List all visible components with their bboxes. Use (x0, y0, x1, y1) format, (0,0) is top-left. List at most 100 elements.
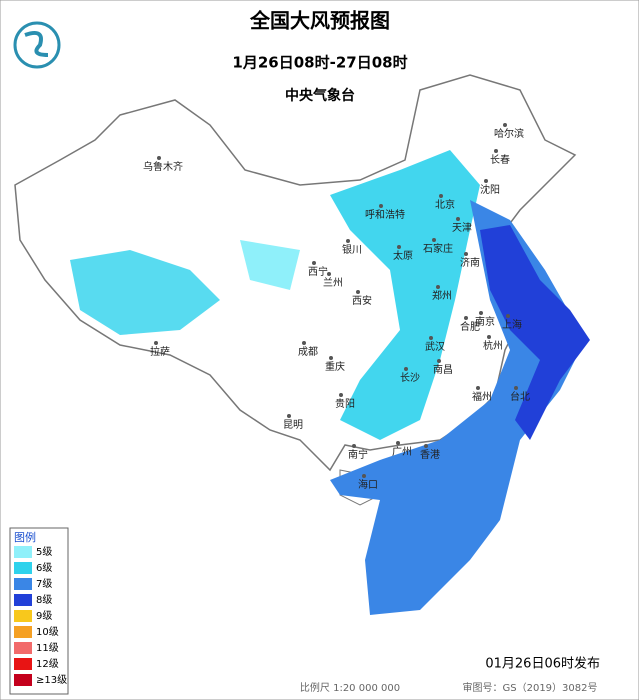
city-label: 台北 (510, 390, 530, 403)
city-dot (379, 204, 383, 208)
city-dot (287, 414, 291, 418)
city-label: 济南 (460, 256, 480, 269)
city-label: 海口 (358, 478, 378, 491)
city-label: 兰州 (323, 276, 343, 289)
legend-swatch (14, 546, 32, 558)
logo-mark (24, 31, 49, 57)
city-dot (327, 272, 331, 276)
city-label: 贵阳 (335, 397, 355, 410)
city-dot (312, 261, 316, 265)
city-dot (397, 245, 401, 249)
city-dot (464, 252, 468, 256)
legend-label: 8级 (36, 594, 52, 606)
city-label: 广州 (392, 446, 412, 458)
city-dot (487, 335, 491, 339)
city-label: 南京 (475, 315, 495, 328)
city-label: 北京 (435, 198, 455, 211)
city-label: 拉萨 (150, 345, 170, 358)
city-dot (456, 217, 460, 221)
city-dot (154, 341, 158, 345)
city-dot (437, 359, 441, 363)
city-label: 上海 (502, 318, 522, 331)
legend-swatch (14, 594, 32, 606)
city-label: 银川 (342, 243, 362, 256)
city-dot (429, 336, 433, 340)
city-label: 成都 (298, 346, 318, 358)
city-dot (432, 238, 436, 242)
legend-swatch (14, 562, 32, 574)
legend-label: 5级 (36, 546, 52, 558)
city-label: 长沙 (400, 372, 420, 384)
city-label: 昆明 (283, 419, 303, 431)
wind-area-8 (480, 225, 590, 440)
legend-title: 图例 (14, 530, 36, 544)
logo (13, 21, 61, 69)
legend-label: 9级 (36, 610, 52, 622)
legend-swatch (14, 610, 32, 622)
city-dot (506, 314, 510, 318)
city-label: 西宁 (308, 265, 328, 278)
city-label: 香港 (420, 449, 440, 461)
city-dot (356, 290, 360, 294)
city-label: 呼和浩特 (365, 209, 405, 221)
city-label: 郑州 (432, 289, 452, 302)
city-dot (479, 311, 483, 315)
city-label: 太原 (393, 249, 413, 262)
legend-swatch (14, 674, 32, 686)
city-label: 合肥 (460, 320, 480, 333)
city-dot (339, 393, 343, 397)
legend-label: 7级 (36, 578, 52, 590)
city-label: 西安 (352, 294, 372, 307)
legend-label: 11级 (36, 642, 59, 654)
city-label: 南昌 (433, 363, 453, 376)
city-dot (484, 179, 488, 183)
wind-area-6-west (70, 250, 220, 335)
wind-area-5 (240, 240, 300, 290)
legend-swatch (14, 578, 32, 590)
legend-label: 6级 (36, 562, 52, 574)
wind-area-6 (330, 150, 480, 440)
city-label: 重庆 (325, 360, 345, 373)
legend-items: 5级 6级 7级 8级 9级 10级 11级 12级 ≥13级 (14, 546, 67, 686)
city-label: 长春 (490, 154, 510, 166)
legend-swatch (14, 642, 32, 654)
city-dot (439, 194, 443, 198)
review-number: 审图号：GS（2019）3082号 (463, 681, 598, 694)
legend-swatch (14, 626, 32, 638)
city-dot (503, 123, 507, 127)
city-dot (476, 386, 480, 390)
city-dot (352, 444, 356, 448)
city-dot (464, 316, 468, 320)
city-label: 石家庄 (423, 242, 453, 255)
city-dot (404, 367, 408, 371)
city-dot (514, 386, 518, 390)
city-label: 武汉 (425, 340, 445, 353)
city-dot (396, 441, 400, 445)
legend-label: ≥13级 (36, 674, 67, 686)
legend-label: 10级 (36, 626, 59, 638)
period: 1月26日08时-27日08时 (232, 54, 407, 72)
release-time: 01月26日06时发布 (485, 656, 600, 672)
city-label: 南宁 (348, 448, 368, 461)
city-dot (157, 156, 161, 160)
city-label: 沈阳 (480, 183, 500, 196)
issuer: 中央气象台 (285, 87, 355, 104)
city-label: 天津 (452, 222, 472, 234)
city-dot (494, 149, 498, 153)
legend-label: 12级 (36, 658, 59, 670)
city-label: 杭州 (483, 339, 503, 352)
title: 全国大风预报图 (249, 9, 390, 33)
city-label: 哈尔滨 (494, 127, 524, 140)
city-label: 乌鲁木齐 (143, 160, 183, 173)
city-dot (424, 444, 428, 448)
city-dot (346, 239, 350, 243)
city-label: 福州 (472, 390, 492, 403)
scale: 比例尺 1:20 000 000 (300, 681, 400, 694)
city-dot (302, 341, 306, 345)
city-dot (436, 285, 440, 289)
city-dot (362, 474, 366, 478)
city-dot (329, 356, 333, 360)
legend-swatch (14, 658, 32, 670)
